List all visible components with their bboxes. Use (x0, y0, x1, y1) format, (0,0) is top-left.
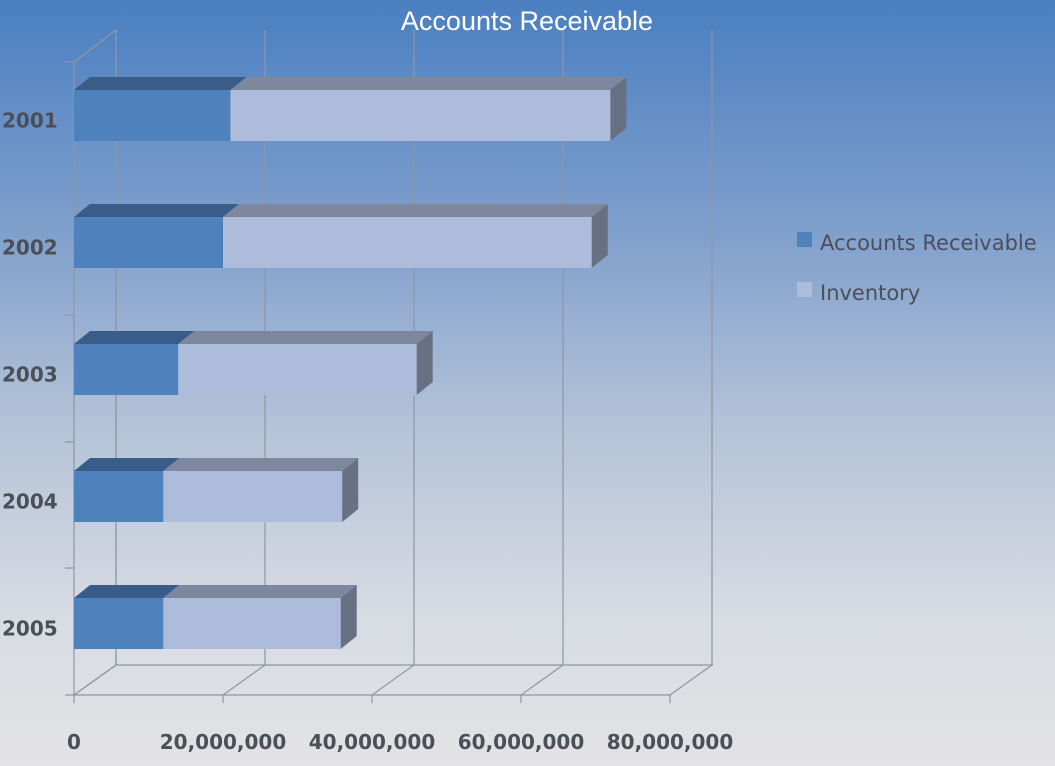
x-tick-label: 20,000,000 (160, 730, 287, 754)
x-gridline-floor (669, 664, 713, 696)
bar-side-2004 (342, 458, 359, 522)
bar-inventory-2001 (230, 90, 611, 141)
bar-top-accounts-receivable-2004 (74, 458, 180, 471)
x-gridline-floor (520, 664, 564, 696)
bar-top-inventory-2002 (223, 204, 608, 217)
bar-top-accounts-receivable-2003 (74, 331, 195, 344)
bar-accounts-receivable-2005 (74, 598, 164, 649)
bar-top-accounts-receivable-2001 (74, 77, 247, 90)
y-category-label: 2003 (2, 363, 58, 387)
x-gridline-floor (73, 664, 117, 696)
bars (74, 77, 627, 649)
left-wall-top-edge (73, 29, 117, 63)
bar-accounts-receivable-2001 (74, 90, 231, 141)
legend-swatch-inventory (797, 282, 812, 297)
bar-inventory-2002 (223, 217, 592, 268)
x-tick-label: 40,000,000 (309, 730, 436, 754)
y-category-label: 2001 (2, 109, 58, 133)
bar-top-inventory-2001 (230, 77, 627, 90)
axis-labels: 0 20,000,000 40,000,000 60,000,000 80,000,00… (2, 109, 733, 755)
legend-label-inventory: Inventory (820, 281, 920, 305)
x-gridline-floor (222, 664, 266, 696)
bar-inventory-2005 (163, 598, 341, 649)
bar-side-2002 (591, 204, 608, 268)
bar-side-2001 (610, 77, 627, 141)
y-category-label: 2004 (2, 490, 58, 514)
bar-inventory-2004 (163, 471, 343, 522)
x-tick-label: 60,000,000 (458, 730, 585, 754)
bar-top-inventory-2003 (178, 331, 433, 344)
bar-top-accounts-receivable-2005 (74, 585, 180, 598)
x-tick-label: 80,000,000 (607, 730, 734, 754)
bar-inventory-2003 (178, 344, 417, 395)
bar-accounts-receivable-2004 (74, 471, 164, 522)
bar-top-inventory-2005 (163, 585, 357, 598)
bar-top-accounts-receivable-2002 (74, 204, 239, 217)
bar-accounts-receivable-2003 (74, 344, 179, 395)
x-tick-label: 0 (67, 730, 81, 754)
legend-swatch-accounts-receivable (797, 232, 812, 247)
y-category-label: 2002 (2, 236, 58, 260)
bar-side-2005 (340, 585, 357, 649)
bar-accounts-receivable-2002 (74, 217, 223, 268)
y-category-label: 2005 (2, 617, 58, 641)
bar-top-inventory-2004 (163, 458, 359, 471)
x-gridline-floor (371, 664, 415, 696)
bar-side-2003 (416, 331, 433, 395)
legend: Accounts Receivable Inventory (797, 231, 1037, 305)
legend-label-accounts-receivable: Accounts Receivable (820, 231, 1037, 255)
chart-title: Accounts Receivable (401, 6, 653, 36)
